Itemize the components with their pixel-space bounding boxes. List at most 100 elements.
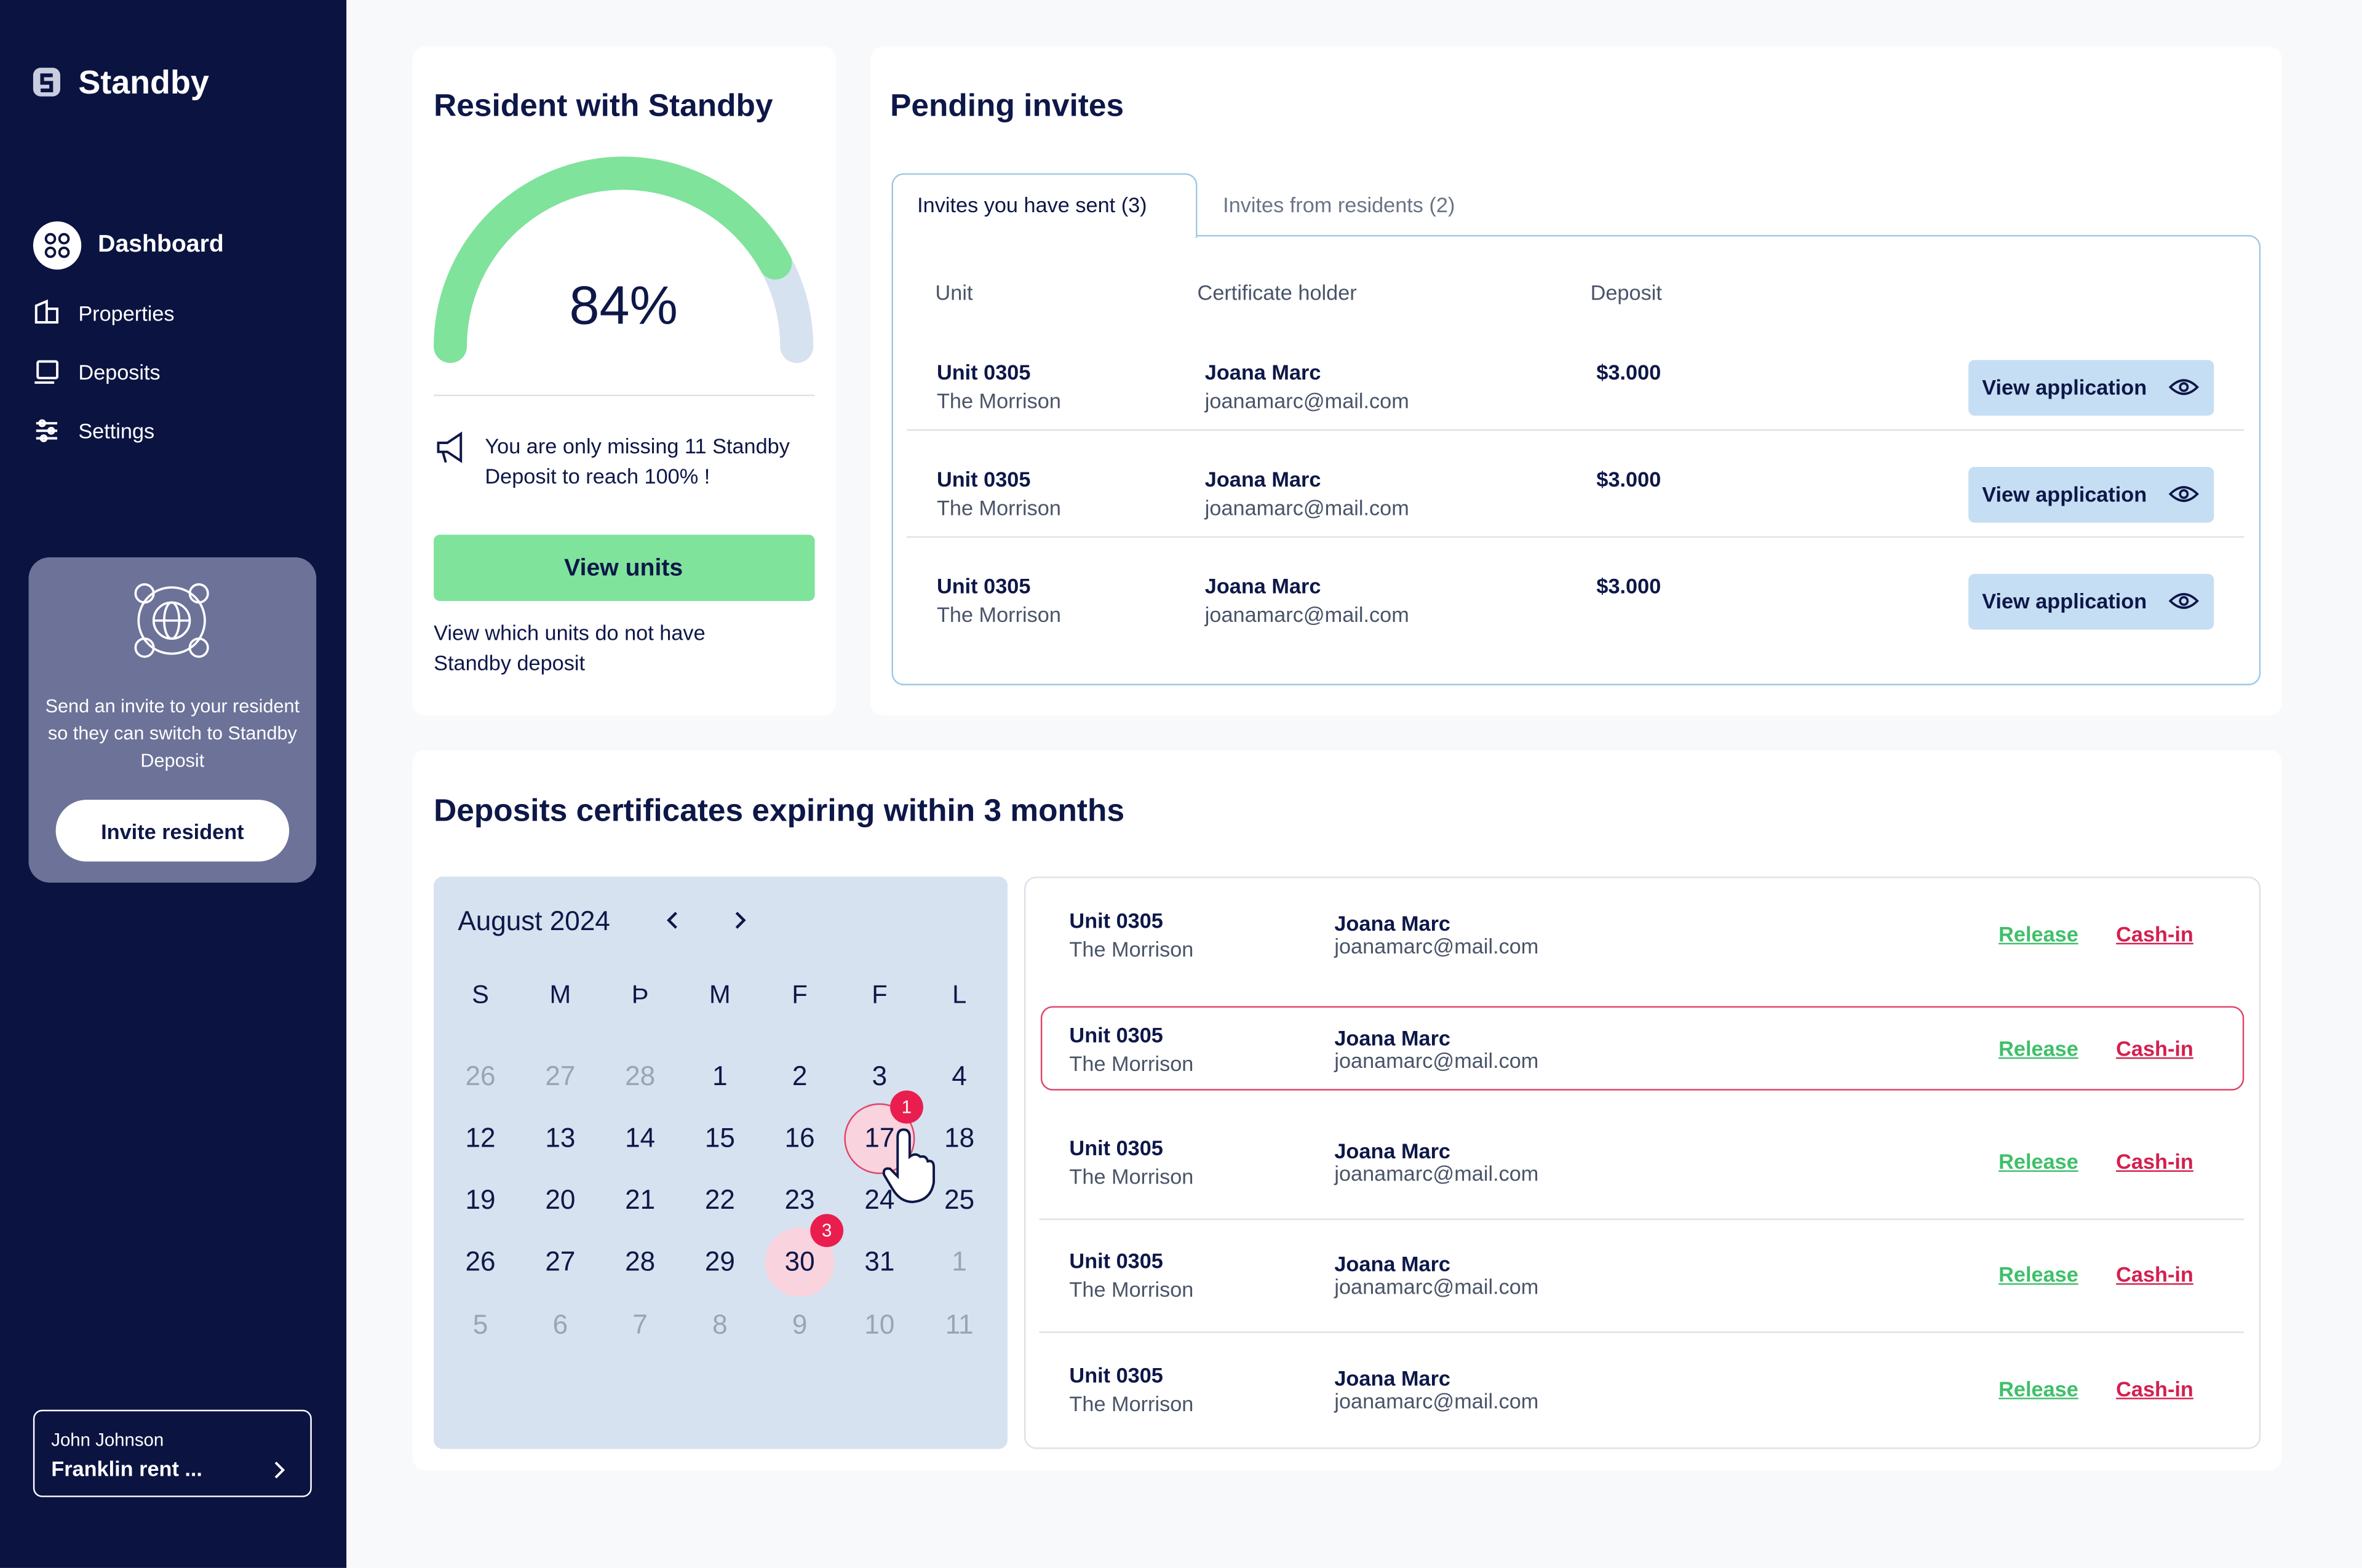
cashin-link[interactable]: Cash-in (2116, 1036, 2193, 1061)
unit: Unit 0305 (936, 573, 1031, 599)
cashin-link[interactable]: Cash-in (2116, 1149, 2193, 1174)
active-tab[interactable] (891, 173, 1198, 238)
expiring-list (1024, 877, 2261, 1449)
view-button[interactable] (1968, 360, 2214, 416)
day[interactable]: 5 (472, 1309, 488, 1340)
column-header: Unit (935, 280, 973, 304)
holder: Joana Marc (1204, 467, 1321, 491)
release-link[interactable]: Release (1998, 1376, 2078, 1401)
email: joanamarc@mail.com (1204, 388, 1409, 413)
highlighted-row (1040, 1006, 2245, 1091)
row-separator (906, 536, 2245, 538)
invite-button-label[interactable]: Invite resident (101, 819, 244, 844)
day[interactable]: 22 (704, 1184, 735, 1215)
release-link[interactable]: Release (1998, 921, 2078, 946)
day[interactable]: 25 (944, 1184, 975, 1215)
day[interactable]: 19 (465, 1184, 496, 1215)
day[interactable]: 9 (792, 1309, 808, 1340)
nav-item[interactable]: Dashboard (98, 232, 224, 258)
day[interactable]: 2 (792, 1061, 808, 1091)
day[interactable]: 26 (465, 1061, 496, 1091)
card-title: Deposits certificates expiring within 3 … (434, 794, 1125, 829)
user-account: Franklin rent ... (51, 1456, 202, 1481)
card-title: Resident with Standby (434, 89, 773, 124)
nav-item[interactable]: Settings (78, 418, 155, 443)
day[interactable]: 24 (864, 1184, 895, 1215)
day[interactable]: 15 (704, 1123, 735, 1153)
cashin-link[interactable]: Cash-in (2116, 921, 2193, 946)
day[interactable]: 26 (465, 1246, 496, 1277)
email: joanamarc@mail.com (1204, 602, 1409, 627)
day[interactable]: 13 (545, 1123, 576, 1153)
eye-icon (2179, 382, 2189, 392)
day[interactable]: 12 (465, 1123, 496, 1153)
day[interactable]: 23 (784, 1184, 815, 1215)
view-button[interactable] (1968, 467, 2214, 523)
view-button-label[interactable]: View application (1982, 589, 2147, 613)
day[interactable]: 27 (545, 1061, 576, 1091)
button-label[interactable]: View units (564, 555, 683, 582)
eye-icon (2179, 489, 2189, 499)
nav-item[interactable]: Properties (78, 301, 175, 325)
day[interactable]: 11 (945, 1309, 974, 1340)
invite-button[interactable] (55, 800, 290, 862)
note: You are only missing 11 Standby Deposit … (485, 434, 790, 488)
row-separator (906, 429, 2245, 431)
view-button-label[interactable]: View application (1982, 375, 2147, 399)
next-month[interactable] (735, 912, 746, 929)
unit: Unit 0305 (936, 467, 1031, 491)
day[interactable]: 3 (872, 1061, 888, 1091)
weekday: L (952, 980, 967, 1009)
tab[interactable]: Invites from residents (2) (1223, 193, 1455, 217)
day[interactable]: 1 (952, 1246, 967, 1277)
day[interactable]: 7 (632, 1309, 648, 1340)
unit: Unit 0305 (936, 360, 1031, 384)
day[interactable]: 6 (552, 1309, 568, 1340)
day[interactable]: 17 (864, 1123, 895, 1153)
invite-text: Send an invite to your resident so they … (45, 696, 300, 771)
day[interactable]: 29 (704, 1246, 735, 1277)
day[interactable]: 31 (864, 1246, 895, 1277)
footnote: View which units do not have Standby dep… (434, 620, 706, 675)
tab[interactable]: Invites you have sent (3) (917, 193, 1147, 217)
day[interactable]: 18 (944, 1123, 975, 1153)
email: joanamarc@mail.com (1334, 934, 1539, 958)
property: The Morrison (1069, 1391, 1194, 1416)
day[interactable]: 1 (712, 1061, 728, 1091)
day[interactable]: 14 (625, 1123, 656, 1153)
weekday: F (792, 980, 808, 1009)
nav-item[interactable]: Deposits (78, 360, 161, 384)
day[interactable]: 16 (784, 1123, 815, 1153)
nav-icon (33, 221, 82, 270)
day[interactable]: 28 (625, 1061, 656, 1091)
user-box[interactable] (33, 1409, 312, 1497)
day[interactable]: 28 (625, 1246, 656, 1277)
unit: Unit 0305 (1069, 1248, 1163, 1273)
view-button-label[interactable]: View application (1982, 482, 2147, 506)
cursor (882, 1128, 936, 1203)
card-title: Pending invites (890, 89, 1124, 124)
day[interactable]: 27 (545, 1246, 576, 1277)
prev-month[interactable] (667, 912, 677, 929)
day[interactable]: 20 (545, 1184, 576, 1215)
release-link[interactable]: Release (1998, 1149, 2078, 1174)
view-button[interactable] (1968, 573, 2214, 630)
view-units-button[interactable] (434, 535, 815, 601)
email: joanamarc@mail.com (1334, 1388, 1539, 1413)
property: The Morrison (936, 388, 1061, 413)
cashin-link[interactable]: Cash-in (2116, 1376, 2193, 1401)
column-header: Deposit (1590, 280, 1662, 304)
day[interactable]: 4 (952, 1061, 967, 1091)
gauge-value (434, 156, 792, 364)
release-link[interactable]: Release (1998, 1036, 2078, 1061)
invites-table (891, 234, 2261, 686)
day[interactable]: 10 (864, 1309, 895, 1340)
event-badge (810, 1214, 844, 1248)
day[interactable]: 30 (784, 1246, 815, 1277)
release-link[interactable]: Release (1998, 1262, 2078, 1287)
day[interactable]: 8 (712, 1309, 728, 1340)
property: The Morrison (1069, 1277, 1194, 1302)
day[interactable]: 21 (625, 1184, 656, 1215)
cashin-link[interactable]: Cash-in (2116, 1262, 2193, 1287)
